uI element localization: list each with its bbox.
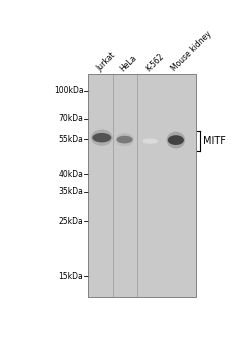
Text: 100kDa: 100kDa bbox=[54, 86, 83, 95]
Text: K-562: K-562 bbox=[144, 51, 165, 73]
Ellipse shape bbox=[92, 133, 111, 142]
Text: Mouse kidney: Mouse kidney bbox=[170, 29, 213, 73]
Text: HeLa: HeLa bbox=[118, 53, 138, 73]
Text: 15kDa: 15kDa bbox=[59, 272, 83, 281]
Text: Jurkat: Jurkat bbox=[96, 51, 118, 73]
Ellipse shape bbox=[168, 135, 184, 145]
Bar bbox=[88, 74, 196, 297]
Bar bbox=[88, 74, 196, 297]
Text: 40kDa: 40kDa bbox=[59, 169, 83, 178]
Text: MITF: MITF bbox=[203, 136, 226, 146]
Text: 35kDa: 35kDa bbox=[59, 187, 83, 196]
Text: 25kDa: 25kDa bbox=[59, 217, 83, 226]
Ellipse shape bbox=[115, 133, 134, 146]
Ellipse shape bbox=[142, 139, 158, 144]
Ellipse shape bbox=[91, 130, 113, 146]
Ellipse shape bbox=[167, 132, 185, 148]
Ellipse shape bbox=[117, 136, 133, 144]
Text: 70kDa: 70kDa bbox=[59, 114, 83, 123]
Text: 55kDa: 55kDa bbox=[59, 134, 83, 144]
